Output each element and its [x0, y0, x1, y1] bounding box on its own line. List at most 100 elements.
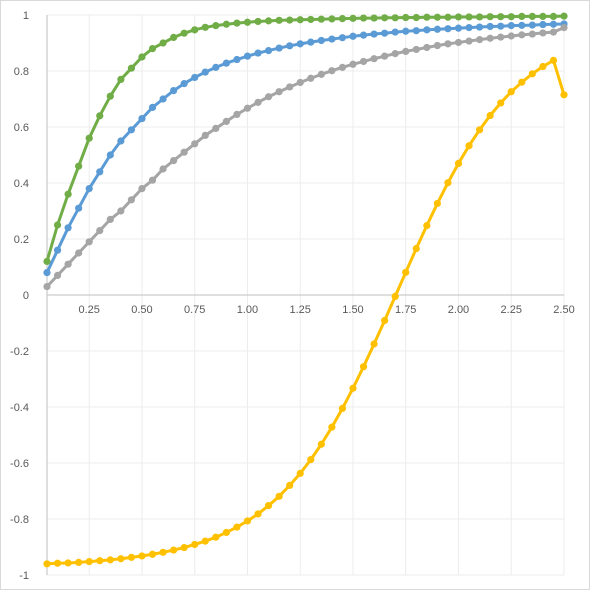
data-point — [381, 29, 389, 37]
data-point — [507, 13, 515, 21]
data-point — [539, 20, 547, 29]
data-point — [180, 80, 188, 88]
data-point — [549, 12, 558, 20]
data-point — [475, 13, 484, 21]
data-point — [159, 95, 167, 103]
data-point — [370, 55, 378, 63]
data-point — [96, 557, 104, 565]
axes — [46, 15, 564, 575]
data-point — [127, 126, 136, 134]
data-point — [43, 269, 51, 277]
data-point — [423, 43, 431, 52]
y-tick-label: -0.6 — [10, 458, 29, 470]
data-point — [497, 22, 505, 30]
data-point — [75, 249, 83, 257]
data-point — [264, 46, 273, 55]
data-point — [275, 16, 283, 24]
data-point — [539, 12, 547, 20]
data-point — [328, 35, 336, 43]
data-point — [296, 78, 304, 87]
data-point — [96, 227, 104, 235]
data-point — [391, 28, 399, 36]
y-tick-label: 1 — [23, 10, 29, 22]
data-point — [402, 268, 410, 276]
data-point — [127, 64, 136, 72]
data-point — [254, 510, 262, 518]
data-point — [148, 550, 157, 558]
data-point — [275, 44, 283, 52]
x-tick-label: 0.25 — [78, 304, 99, 316]
data-point — [43, 560, 51, 568]
data-point — [85, 134, 93, 142]
data-point — [64, 559, 72, 567]
data-point — [117, 137, 125, 145]
data-point — [497, 13, 505, 21]
data-point — [53, 246, 62, 254]
data-point — [549, 28, 558, 36]
data-point — [433, 41, 441, 50]
data-point — [64, 224, 72, 232]
data-point — [170, 87, 178, 95]
data-point — [349, 32, 357, 40]
data-point — [475, 36, 484, 44]
data-point — [486, 34, 494, 42]
x-tick-label: 0.75 — [184, 304, 205, 316]
series-3 — [43, 24, 568, 291]
data-point — [191, 73, 199, 82]
data-point — [264, 501, 273, 510]
series-1 — [43, 12, 568, 265]
data-point — [370, 340, 378, 348]
data-point — [444, 25, 452, 33]
data-point — [286, 481, 294, 489]
data-point — [117, 555, 125, 563]
data-point — [85, 557, 93, 566]
data-point — [286, 16, 294, 24]
data-point — [201, 537, 209, 545]
data-point — [159, 548, 167, 556]
data-point — [317, 70, 325, 78]
data-point — [423, 13, 431, 21]
data-point — [465, 142, 473, 150]
data-point — [148, 45, 157, 53]
data-point — [296, 469, 304, 477]
data-point — [423, 26, 431, 34]
x-tick-label: 2.50 — [553, 304, 574, 316]
data-point — [96, 112, 104, 120]
data-point — [170, 546, 178, 554]
data-point — [233, 110, 241, 118]
data-point — [148, 103, 157, 111]
data-point — [518, 78, 526, 86]
data-point — [286, 42, 294, 50]
data-point — [423, 221, 431, 230]
data-point — [254, 49, 262, 57]
y-tick-label: 0.4 — [14, 178, 29, 190]
series-2 — [43, 20, 568, 277]
data-point — [85, 238, 93, 246]
data-point — [180, 543, 188, 552]
data-point — [75, 204, 83, 212]
data-point — [106, 92, 114, 100]
series-lines — [43, 12, 568, 568]
data-point — [170, 157, 178, 165]
data-point — [328, 15, 336, 23]
data-point — [528, 12, 536, 20]
data-point — [391, 50, 399, 58]
data-point — [191, 26, 199, 34]
y-tick-label: 0.2 — [14, 234, 29, 246]
data-point — [454, 24, 463, 32]
data-point — [53, 559, 62, 567]
data-point — [444, 40, 452, 48]
data-point — [370, 30, 378, 38]
data-point — [370, 14, 378, 22]
data-point — [507, 88, 515, 96]
data-point — [106, 151, 114, 159]
data-point — [317, 36, 325, 45]
data-point — [222, 20, 230, 28]
data-point — [560, 24, 568, 32]
data-point — [201, 68, 209, 76]
data-point — [43, 283, 51, 291]
series-line — [45, 26, 566, 289]
y-tick-label: -0.2 — [10, 346, 29, 358]
data-point — [402, 27, 410, 35]
